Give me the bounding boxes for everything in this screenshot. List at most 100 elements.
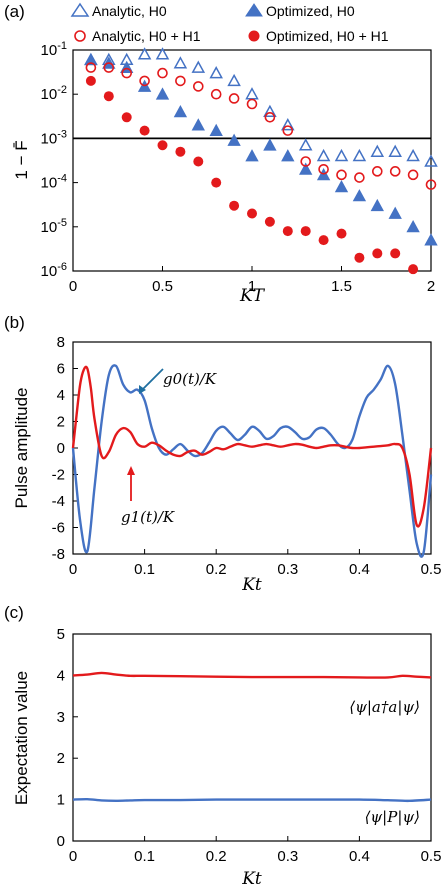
x-tick-label-a: 1.5: [331, 278, 352, 295]
x-tick-label-b: 0.4: [349, 561, 370, 578]
panel-a: (a) 10-6 10-5 10-4 10-3 10-2 10-1 0 0.5 1 1.5 2 K…: [4, 2, 438, 306]
data-point-analytic-h0: [424, 154, 438, 167]
data-point-optimized-h0-h1: [103, 91, 114, 102]
y-tick-label-b: 2: [57, 414, 65, 431]
data-point-analytic-h0-h1: [210, 88, 222, 100]
x-tick-label-b: 0.2: [206, 561, 227, 578]
y-tick-label-c: 4: [57, 667, 65, 684]
y-tick-label-b: -8: [52, 546, 65, 563]
annotation-arrowhead-g1: [127, 466, 135, 475]
data-point-analytic-h0-h1: [300, 156, 312, 167]
y-tick-label-a: 10-6: [41, 261, 67, 280]
data-point-optimized-h0-h1: [282, 226, 293, 237]
y-tick-label-a: 10-3: [41, 128, 67, 147]
panel-b: (b) -8 -6 -4 -2 0 2 4 6 8 0 0.1 0.2 0.3 0.4 0.5 Kt Pu…: [4, 313, 441, 595]
data-point-analytic-h0-h1: [318, 163, 329, 175]
legend-marker-optimized-h0: [245, 3, 263, 17]
y-tick-label-a: 10-2: [41, 84, 67, 103]
x-tick-label-c: 0.4: [349, 848, 370, 865]
series-analytic-h0-h1: [85, 62, 437, 190]
data-point-analytic-h0-h1: [103, 62, 115, 73]
y-tick-label-a: 10-4: [41, 173, 67, 192]
data-point-optimized-h0: [424, 233, 438, 246]
data-point-optimized-h0-h1: [121, 112, 132, 123]
data-point-optimized-h0-h1: [390, 248, 401, 259]
data-point-analytic-h0-h1: [282, 125, 294, 136]
x-axis-label-a: KT: [239, 286, 266, 306]
data-point-optimized-h0-h1: [229, 200, 240, 211]
data-point-analytic-h0-h1: [193, 81, 204, 92]
x-tick-label-b: 0.1: [134, 561, 155, 578]
x-tick-label-b: 0: [69, 561, 77, 578]
data-point-analytic-h0-h1: [121, 67, 132, 79]
annotation-label-parity: ⟨ψ|P|ψ⟩: [365, 808, 420, 826]
data-point-optimized-h0: [388, 206, 402, 219]
annotation-label-number: ⟨ψ|a†a|ψ⟩: [349, 698, 420, 716]
series-line-g0-t-k: [71, 364, 433, 558]
y-tick-label-a: 10-1: [41, 40, 67, 59]
annotation-arrowhead-g0: [139, 385, 146, 394]
y-axis-label-c: Expectation value: [12, 671, 31, 805]
panel-label-b: (b): [4, 313, 25, 332]
data-point-analytic-h0-h1: [175, 75, 186, 87]
x-tick-label-c: 0.5: [421, 848, 442, 865]
y-axis-label-a: 1 − F̄: [12, 140, 31, 179]
data-point-optimized-h0-h1: [372, 248, 383, 259]
data-point-optimized-h0-h1: [85, 75, 96, 86]
data-point-optimized-h0: [245, 149, 259, 162]
y-tick-label-b: 8: [57, 334, 65, 351]
x-tick-label-c: 0: [69, 848, 77, 865]
x-tick-label-a: 0: [69, 278, 77, 295]
data-point-optimized-h0-h1: [139, 125, 150, 136]
data-point-analytic-h0-h1: [407, 169, 419, 181]
data-point-optimized-h0-h1: [408, 264, 419, 275]
data-point-optimized-h0: [281, 149, 295, 162]
y-tick-label-b: 4: [57, 387, 65, 404]
data-point-analytic-h0: [388, 144, 402, 157]
annotation-label-g1: g1(t)/K: [121, 508, 175, 526]
data-point-analytic-h0: [406, 148, 420, 162]
y-tick-label-b: -4: [52, 493, 65, 510]
x-tick-label-c: 0.2: [206, 848, 227, 865]
data-point-optimized-h0: [209, 123, 223, 137]
data-point-analytic-h0-h1: [354, 172, 365, 183]
y-tick-label-c: 3: [57, 709, 65, 726]
y-axis-label-b: Pulse amplitude: [12, 388, 31, 509]
legend-a: Analytic, H0 Optimized, H0 Analytic, H0 …: [70, 2, 389, 44]
y-tick-label-c: 1: [57, 792, 65, 809]
x-axis-label-b: Kt: [241, 575, 262, 595]
data-point-analytic-h0: [263, 104, 277, 118]
data-point-optimized-h0-h1: [175, 146, 186, 157]
data-point-analytic-h0: [227, 73, 241, 87]
series-line-a-a: [72, 671, 432, 679]
legend-marker-analytic-h0h1: [74, 30, 86, 42]
data-point-optimized-h0-h1: [264, 216, 275, 227]
legend-label-analytic-h0: Analytic, H0: [92, 3, 167, 19]
annotation-label-g0: g0(t)/K: [163, 370, 217, 388]
y-tick-label-a: 10-5: [41, 217, 67, 236]
x-tick-label-a: 2: [427, 278, 435, 295]
x-tick-label-c: 0.1: [134, 848, 155, 865]
data-point-analytic-h0: [352, 148, 367, 162]
y-tick-label-b: 0: [57, 440, 65, 457]
legend-marker-optimized-h0h1: [248, 30, 260, 42]
data-point-analytic-h0-h1: [139, 75, 150, 87]
data-point-analytic-h0: [173, 56, 188, 69]
series-analytic-h0: [84, 47, 438, 167]
data-point-analytic-h0-h1: [389, 166, 401, 177]
data-point-optimized-h0: [173, 104, 188, 118]
x-tick-label-b: 0.5: [421, 561, 442, 578]
x-tick-label-b: 0.3: [277, 561, 298, 578]
data-point-optimized-h0: [263, 138, 277, 151]
series-line-p: [72, 797, 432, 803]
data-point-analytic-h0: [191, 60, 206, 73]
data-point-analytic-h0: [137, 47, 152, 60]
data-point-analytic-h0-h1: [425, 179, 437, 190]
y-tick-label-c: 5: [57, 626, 65, 643]
data-point-optimized-h0-h1: [336, 228, 347, 239]
data-point-optimized-h0-h1: [247, 208, 257, 219]
x-tick-label-a: 1: [248, 278, 256, 295]
x-axis-label-c: Kt: [241, 869, 262, 889]
data-point-optimized-h0-h1: [157, 140, 168, 151]
y-tick-label-b: -2: [52, 467, 65, 484]
